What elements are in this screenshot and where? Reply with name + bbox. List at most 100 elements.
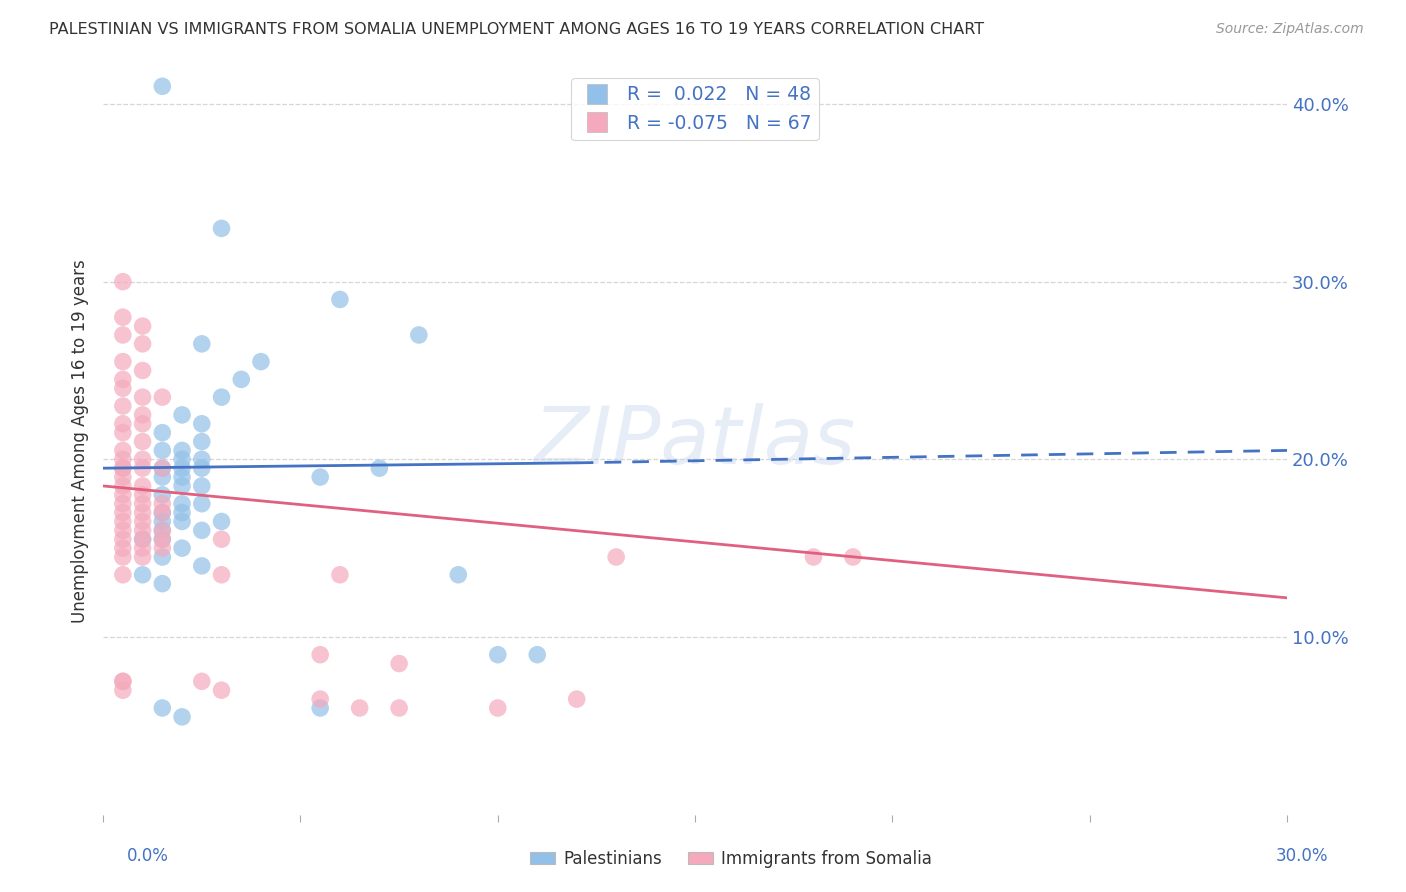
Point [150, 576, 173, 591]
Point [150, 701, 173, 715]
Point [111, 310, 134, 325]
Point [191, 524, 214, 538]
Point [170, 443, 193, 458]
Point [211, 683, 233, 698]
Point [211, 221, 233, 235]
Point [111, 381, 134, 395]
Point [250, 354, 273, 368]
Point [170, 541, 193, 555]
Point [111, 399, 134, 413]
Point [191, 434, 214, 449]
Point [191, 452, 214, 467]
Point [131, 461, 153, 475]
Point [111, 425, 134, 440]
Point [150, 533, 173, 547]
Point [131, 497, 153, 511]
Point [131, 533, 153, 547]
Point [150, 488, 173, 502]
Point [211, 567, 233, 582]
Point [111, 275, 134, 289]
Text: 30.0%: 30.0% [1277, 847, 1329, 865]
Point [111, 533, 134, 547]
Point [486, 648, 509, 662]
Point [131, 524, 153, 538]
Point [803, 549, 825, 564]
Point [191, 558, 214, 573]
Point [191, 461, 214, 475]
Point [111, 683, 134, 698]
Point [329, 567, 352, 582]
Point [131, 336, 153, 351]
Point [170, 408, 193, 422]
Point [150, 549, 173, 564]
Point [150, 533, 173, 547]
Point [150, 541, 173, 555]
Point [111, 541, 134, 555]
Point [368, 461, 391, 475]
Point [170, 710, 193, 724]
Point [150, 461, 173, 475]
Text: 0.0%: 0.0% [127, 847, 169, 865]
Point [329, 293, 352, 307]
Point [150, 390, 173, 404]
Point [150, 524, 173, 538]
Point [388, 657, 411, 671]
Point [111, 470, 134, 484]
Point [150, 515, 173, 529]
Point [170, 470, 193, 484]
Text: Source: ZipAtlas.com: Source: ZipAtlas.com [1216, 22, 1364, 37]
Point [349, 701, 371, 715]
Point [131, 541, 153, 555]
Point [131, 549, 153, 564]
Point [111, 479, 134, 493]
Point [131, 390, 153, 404]
Point [170, 452, 193, 467]
Point [526, 648, 548, 662]
Point [170, 506, 193, 520]
Point [131, 417, 153, 431]
Point [388, 701, 411, 715]
Point [231, 372, 253, 386]
Point [191, 336, 214, 351]
Point [211, 515, 233, 529]
Point [150, 506, 173, 520]
Point [211, 533, 233, 547]
Point [447, 567, 470, 582]
Point [111, 354, 134, 368]
Point [111, 461, 134, 475]
Y-axis label: Unemployment Among Ages 16 to 19 years: Unemployment Among Ages 16 to 19 years [72, 260, 89, 624]
Point [131, 567, 153, 582]
Point [842, 549, 865, 564]
Point [150, 470, 173, 484]
Point [111, 443, 134, 458]
Point [111, 497, 134, 511]
Point [170, 515, 193, 529]
Point [111, 674, 134, 689]
Legend: Palestinians, Immigrants from Somalia: Palestinians, Immigrants from Somalia [524, 844, 938, 875]
Point [170, 461, 193, 475]
Point [191, 674, 214, 689]
Point [170, 497, 193, 511]
Point [131, 479, 153, 493]
Point [170, 479, 193, 493]
Point [131, 515, 153, 529]
Point [191, 479, 214, 493]
Point [565, 692, 588, 706]
Point [150, 461, 173, 475]
Text: ZIPatlas: ZIPatlas [534, 402, 856, 481]
Point [150, 506, 173, 520]
Point [150, 443, 173, 458]
Point [131, 533, 153, 547]
Point [191, 417, 214, 431]
Point [605, 549, 627, 564]
Point [111, 417, 134, 431]
Point [150, 79, 173, 94]
Point [131, 452, 153, 467]
Point [111, 506, 134, 520]
Point [111, 461, 134, 475]
Point [309, 701, 332, 715]
Point [309, 692, 332, 706]
Point [111, 567, 134, 582]
Point [131, 363, 153, 377]
Point [408, 328, 430, 343]
